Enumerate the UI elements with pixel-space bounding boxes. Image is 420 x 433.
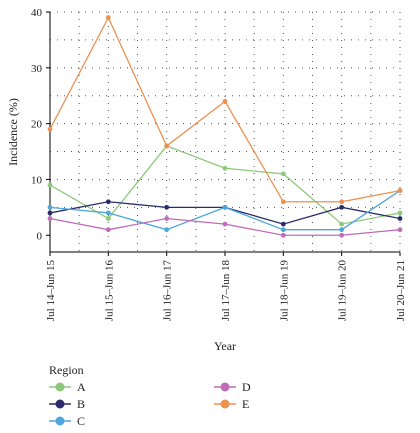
data-point-b (280, 221, 286, 227)
data-point-e (164, 143, 170, 149)
data-point-a (397, 210, 403, 216)
y-tick-label: 40 (31, 7, 43, 19)
series-a (47, 143, 403, 227)
data-point-b (164, 204, 170, 210)
data-point-b (397, 216, 403, 221)
legend-label-d: D (242, 380, 251, 394)
y-axis-title: Incidence (%) (6, 98, 20, 166)
data-point-c (339, 227, 345, 233)
data-point-a (222, 165, 228, 171)
y-tick-label: 10 (31, 174, 43, 186)
data-point-d (222, 221, 228, 227)
data-point-c (47, 204, 53, 210)
series-c (47, 188, 403, 233)
data-point-a (339, 221, 345, 227)
x-tick-label: Jul 15–Jun 16 (103, 260, 115, 322)
series-lines (47, 15, 403, 238)
data-point-b (339, 204, 345, 210)
y-axis-ticks: 0 10 20 30 40 (31, 7, 50, 242)
data-point-d (105, 227, 111, 233)
data-point-e (105, 15, 111, 20)
data-point-c (105, 210, 111, 216)
data-point-d (280, 232, 286, 238)
data-point-a (47, 182, 53, 188)
legend-label-b: B (77, 397, 85, 411)
series-line-e (49, 16, 401, 203)
x-tick-label: Jul 17–Jun 18 (220, 260, 232, 322)
data-point-c (164, 227, 170, 233)
data-point-e (339, 199, 345, 205)
y-tick-label: 0 (37, 230, 43, 242)
data-point-e (280, 199, 286, 205)
data-point-e (222, 98, 228, 104)
data-point-e (397, 188, 403, 194)
series-line-d (49, 217, 401, 236)
grid-lines (50, 11, 401, 252)
data-point-e (47, 126, 53, 132)
x-tick-label: Jul 19–Jun 20 (337, 260, 349, 322)
legend-marker-c (55, 416, 65, 426)
data-point-c (222, 204, 228, 210)
y-tick-label: 30 (31, 63, 43, 75)
legend-label-e: E (242, 397, 249, 411)
data-point-a (280, 171, 286, 177)
x-tick-label: Jul 14–Jun 15 (45, 260, 57, 322)
y-tick-label: 20 (31, 119, 43, 131)
data-point-d (47, 216, 53, 221)
legend-label-a: A (77, 380, 86, 394)
x-tick-label: Jul 20–Jun 21 (395, 260, 407, 321)
data-point-b (47, 210, 53, 216)
legend-label-c: C (77, 414, 85, 428)
data-point-d (397, 227, 403, 233)
legend-marker-b (55, 399, 65, 409)
x-axis-ticks: Jul 14–Jun 15 Jul 15–Jun 16 Jul 16–Jun 17 J… (45, 252, 407, 321)
data-point-a (105, 216, 111, 221)
series-d (47, 216, 403, 238)
data-point-d (339, 232, 345, 238)
data-point-b (105, 199, 111, 205)
data-point-d (164, 216, 170, 221)
x-tick-label: Jul 16–Jun 17 (162, 260, 174, 322)
x-axis-title: Year (214, 339, 236, 353)
legend-title: Region (49, 363, 84, 377)
data-point-c (280, 227, 286, 233)
x-tick-label: Jul 18–Jun 19 (278, 260, 290, 322)
legend-marker-a (55, 382, 65, 392)
legend-marker-d (220, 382, 230, 392)
series-e (47, 15, 403, 205)
legend-marker-e (220, 399, 230, 409)
legend: Region ABC DE (49, 363, 251, 428)
